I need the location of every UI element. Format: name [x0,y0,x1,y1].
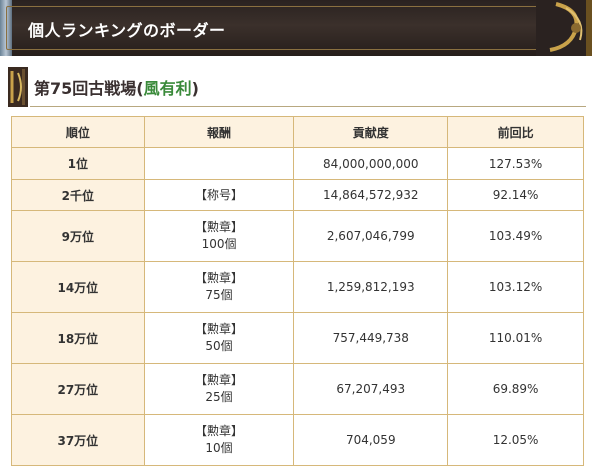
reward-count: 25個 [205,390,233,404]
rank-cell: 9万位 [11,210,145,262]
reward-count: 10個 [205,441,233,455]
rank-cell: 37万位 [11,414,145,466]
table-row: 9万位 【勲章】 100個 2,607,046,799 103.49% [11,210,584,262]
section-title-prefix: 第75回古戦場( [34,79,144,98]
section-title: 第75回古戦場(風有利) [34,75,199,99]
ratio-cell: 127.53% [447,147,584,180]
reward-cell: 【勲章】 10個 [143,414,295,466]
ratio-cell: 92.14% [447,179,584,211]
column-header-reward: 報酬 [143,116,295,148]
contribution-cell: 704,059 [293,414,449,466]
reward-cell: 【勲章】 75個 [143,261,295,313]
reward-count: 50個 [205,339,233,353]
contribution-cell: 67,207,493 [293,363,449,415]
table-row: 18万位 【勲章】 50個 757,449,738 110.01% [11,312,584,364]
reward-count: 100個 [201,237,237,251]
section-title-accent: 風有利 [143,79,192,98]
section-ornament [8,67,28,107]
header-banner: 個人ランキングのボーダー [0,0,592,56]
section-header: 第75回古戦場(風有利) [0,67,592,107]
ranking-border-table: 順位 報酬 貢献度 前回比 1位 84,000,000,000 127.53% … [11,116,584,466]
table-header-row: 順位 報酬 貢献度 前回比 [11,116,584,148]
reward-type: 【勲章】 [195,271,244,285]
reward-cell: 【勲章】 25個 [143,363,295,415]
rank-cell: 18万位 [11,312,145,364]
contribution-cell: 84,000,000,000 [293,147,449,180]
contribution-cell: 14,864,572,932 [293,179,449,211]
ratio-cell: 110.01% [447,312,584,364]
ratio-cell: 103.49% [447,210,584,262]
section-title-suffix: ) [191,79,199,98]
table-row: 1位 84,000,000,000 127.53% [11,147,584,180]
column-header-contribution: 貢献度 [293,116,449,148]
column-header-rank: 順位 [11,116,145,148]
banner-title: 個人ランキングのボーダー [28,21,226,40]
ratio-cell: 69.89% [447,363,584,415]
banner-right-ornament [536,0,592,56]
contribution-cell: 2,607,046,799 [293,210,449,262]
table-row: 27万位 【勲章】 25個 67,207,493 69.89% [11,363,584,415]
ratio-cell: 103.12% [447,261,584,313]
section-rule [30,106,586,107]
contribution-cell: 757,449,738 [293,312,449,364]
table-row: 37万位 【勲章】 10個 704,059 12.05% [11,414,584,466]
rank-cell: 1位 [11,147,145,180]
ratio-cell: 12.05% [447,414,584,466]
reward-type: 【勲章】 [195,322,244,336]
reward-cell: 【勲章】 50個 [143,312,295,364]
reward-cell: 【勲章】 100個 [143,210,295,262]
table-row: 14万位 【勲章】 75個 1,259,812,193 103.12% [11,261,584,313]
reward-type: 【称号】 [195,187,244,202]
reward-count: 75個 [205,288,233,302]
column-header-ratio: 前回比 [447,116,584,148]
reward-type: 【勲章】 [195,373,244,387]
reward-type: 【勲章】 [195,424,244,438]
reward-cell: 【称号】 [143,179,295,211]
rank-cell: 27万位 [11,363,145,415]
table-row: 2千位 【称号】 14,864,572,932 92.14% [11,179,584,211]
reward-type: 【勲章】 [195,220,244,234]
rank-cell: 14万位 [11,261,145,313]
rank-cell: 2千位 [11,179,145,211]
contribution-cell: 1,259,812,193 [293,261,449,313]
reward-cell [143,147,295,180]
